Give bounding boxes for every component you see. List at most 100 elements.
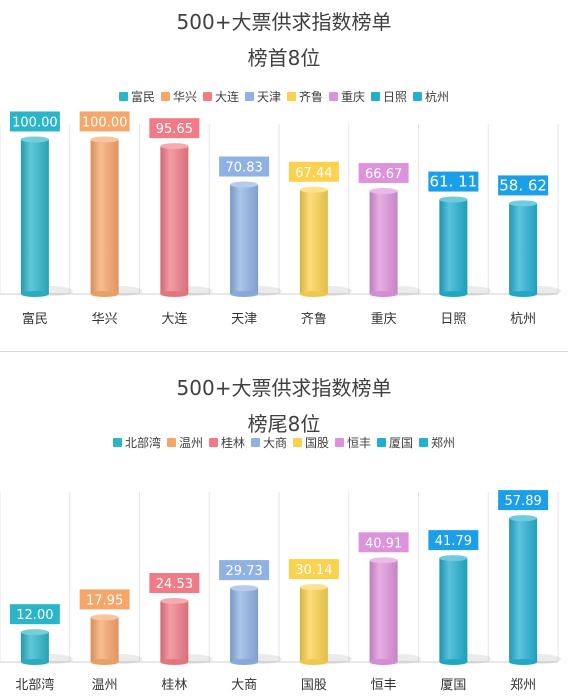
- chart-subtitle: 榜首8位: [247, 46, 321, 70]
- data-label: 67.44: [295, 166, 332, 181]
- legend-item: 北部湾: [112, 434, 161, 451]
- legend-label: 国股: [305, 436, 330, 450]
- data-label: 95.65: [156, 122, 193, 137]
- data-label-box: [219, 560, 270, 581]
- legend-item: 杭州: [413, 88, 449, 105]
- category-label: 大连: [161, 311, 187, 327]
- legend-swatch: [335, 438, 345, 447]
- bar-base: [20, 659, 49, 665]
- bar-cap: [439, 196, 468, 203]
- legend-label: 桂林: [220, 436, 245, 450]
- chart-divider: [0, 351, 568, 352]
- legend-label: 恒丰: [347, 436, 372, 450]
- bar-chart-plot: 100.00 富民 100.00 华兴 95.65 大连 70.83 天津 67.44 齐鲁 66.…: [0, 111, 562, 327]
- data-label: 17.95: [86, 593, 123, 608]
- data-label: 66.67: [365, 167, 402, 182]
- bar-base: [369, 659, 398, 665]
- legend-swatch: [202, 92, 212, 101]
- bar-base: [439, 291, 468, 297]
- legend-item: 富民: [118, 88, 155, 105]
- bar-base: [439, 659, 468, 665]
- data-label-box: [9, 111, 60, 132]
- legend-label: 大商: [262, 436, 287, 450]
- legend-item: 桂林: [208, 434, 245, 451]
- legend-label: 郑州: [431, 436, 456, 450]
- data-label-box: [219, 156, 270, 177]
- data-label: 12.00: [16, 608, 53, 623]
- data-label-box: [428, 530, 479, 551]
- legend-swatch: [118, 92, 128, 101]
- category-label: 北部湾: [15, 677, 54, 693]
- bar-cap: [299, 186, 328, 193]
- legend-swatch: [208, 438, 218, 447]
- legend-item: 厦国: [377, 434, 413, 451]
- bar-cap: [230, 181, 259, 188]
- bar-cap: [509, 200, 538, 207]
- legend-item: 恒丰: [335, 434, 371, 451]
- bar-cap: [20, 136, 49, 143]
- data-label-box: [79, 589, 130, 610]
- category-label: 日照: [440, 312, 466, 327]
- legend-item: 天津: [244, 88, 281, 105]
- bar-base: [299, 291, 328, 297]
- category-label: 大商: [231, 678, 257, 693]
- legend-swatch: [112, 438, 122, 447]
- category-label: 桂林: [161, 678, 187, 693]
- data-label: 100.00: [12, 115, 58, 130]
- bar: [20, 139, 49, 294]
- data-label-box: [498, 175, 549, 196]
- category-label: 恒丰: [371, 678, 397, 693]
- data-label-box: [428, 171, 479, 192]
- legend-swatch: [377, 438, 387, 447]
- chart-legend: 富民 华兴 大连 天津 齐鲁 重庆 日照 杭州: [0, 88, 568, 105]
- bar-base: [160, 659, 189, 665]
- legend-item: 齐鲁: [287, 88, 323, 105]
- legend-swatch: [419, 438, 429, 447]
- category-label: 温州: [92, 678, 118, 693]
- legend-label: 厦国: [389, 436, 414, 450]
- legend-item: 郑州: [419, 434, 455, 451]
- category-label: 国股: [301, 678, 327, 693]
- legend-label: 齐鲁: [299, 90, 324, 104]
- legend-label: 华兴: [172, 90, 197, 104]
- category-label: 齐鲁: [301, 311, 327, 327]
- bar-base: [160, 291, 189, 297]
- legend-label: 大连: [214, 90, 239, 104]
- bar-cap: [369, 187, 398, 194]
- data-label: 30.14: [295, 563, 332, 578]
- bar-cap: [230, 585, 259, 592]
- legend-swatch: [293, 438, 302, 447]
- legend-swatch: [371, 92, 381, 101]
- legend-item: 华兴: [160, 88, 197, 105]
- bar: [299, 189, 328, 294]
- legend-swatch: [166, 438, 176, 447]
- legend-item: 国股: [293, 434, 329, 451]
- bar-base: [509, 659, 538, 665]
- data-label-box: [149, 118, 200, 139]
- bar-cap: [90, 136, 119, 143]
- category-label: 厦国: [440, 678, 466, 693]
- bar-base: [509, 291, 538, 297]
- bar-base: [90, 659, 119, 665]
- bar: [160, 601, 189, 662]
- bar-base: [369, 291, 398, 297]
- data-label: 61. 11: [430, 173, 478, 191]
- legend-label: 日照: [383, 90, 408, 104]
- bar-cap: [439, 555, 468, 562]
- legend-label: 重庆: [341, 90, 366, 104]
- bar-cap: [90, 614, 119, 621]
- data-label: 41.79: [435, 534, 472, 549]
- data-label: 100.00: [82, 115, 128, 130]
- legend-label: 天津: [256, 90, 281, 104]
- bar-base: [230, 291, 259, 297]
- bar-cap: [20, 629, 49, 636]
- bar: [439, 199, 468, 294]
- chart-legend: 北部湾 温州 桂林 大商 国股 恒丰 厦国 郑州: [0, 434, 568, 451]
- chart-subtitle: 榜尾8位: [247, 412, 321, 436]
- data-label: 57.89: [505, 494, 542, 509]
- data-label-box: [288, 559, 339, 580]
- chart-title: 500+大票供求指数榜单: [176, 376, 392, 400]
- bar: [90, 139, 119, 294]
- bar: [509, 203, 538, 294]
- data-label-box: [358, 162, 409, 183]
